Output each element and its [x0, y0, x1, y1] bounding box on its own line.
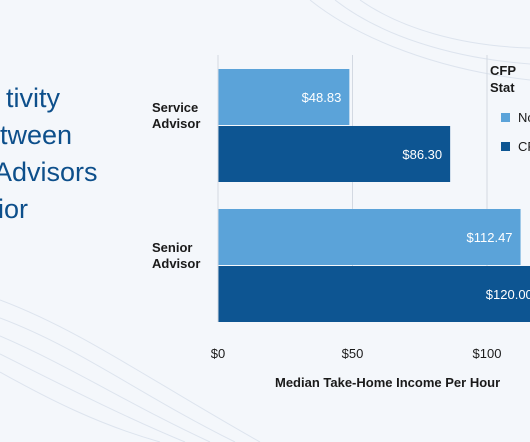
legend-title-line: Stat: [490, 80, 515, 95]
x-tick-label: $0: [211, 346, 225, 361]
chart-title-line: tween: [0, 120, 73, 150]
category-label: Service: [152, 100, 198, 115]
bar-value-label: $120.00: [486, 287, 530, 302]
bar-value-label: $48.83: [302, 90, 342, 105]
legend-label: CF: [518, 139, 530, 154]
legend-item: CF: [490, 139, 530, 154]
bar: [218, 69, 350, 125]
x-tick-label: $50: [342, 346, 364, 361]
legend: CFP Stat No CF: [490, 62, 530, 154]
bar: [218, 126, 451, 182]
legend-label: No: [518, 110, 530, 125]
bar-value-label: $86.30: [402, 147, 442, 162]
chart-title: tivity tween Advisors ior s: [0, 80, 140, 265]
chart-title-line: ior: [0, 194, 29, 224]
legend-title: CFP Stat: [490, 62, 530, 96]
x-tick-label: $100: [473, 346, 502, 361]
legend-swatch: [501, 113, 510, 122]
legend-item: No: [490, 110, 530, 125]
legend-swatch: [501, 142, 510, 151]
bar-value-label: $112.47: [467, 230, 513, 245]
chart-title-line: tivity: [6, 83, 60, 113]
legend-title-line: CFP: [490, 63, 516, 78]
x-axis-label: Median Take-Home Income Per Hour: [275, 375, 500, 390]
bar: [218, 266, 530, 322]
category-label: Advisor: [152, 256, 200, 271]
bar: [218, 209, 521, 265]
category-label: Advisor: [152, 116, 200, 131]
category-label: Senior: [152, 240, 192, 255]
chart-title-line: Advisors: [0, 157, 98, 187]
